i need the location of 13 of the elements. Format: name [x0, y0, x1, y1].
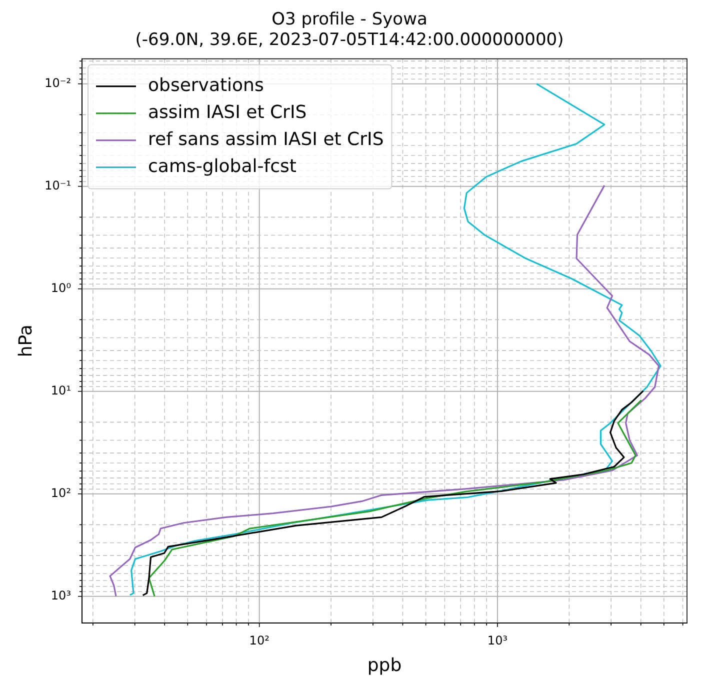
y-tick-label: 10⁰: [50, 280, 72, 295]
y-tick-label: 10⁻¹: [44, 178, 72, 192]
legend-label: assim IASI et CrIS: [148, 102, 307, 123]
legend-label: cams-global-fcst: [148, 156, 296, 177]
legend-label: ref sans assim IASI et CrIS: [148, 128, 384, 150]
y-tick-label: 10⁻²: [44, 76, 72, 90]
y-tick-label: 10³: [50, 588, 72, 602]
chart-title: O3 profile - Syowa (-69.0N, 39.6E, 2023-07-05T14:42:00.000000000): [135, 10, 564, 50]
y-tick-label: 10²: [50, 486, 72, 500]
x-axis-title: ppb: [367, 654, 402, 676]
y-tick-label: 10¹: [50, 383, 72, 398]
y-axis-title: hPa: [15, 324, 36, 358]
legend-label: observations: [148, 74, 264, 96]
